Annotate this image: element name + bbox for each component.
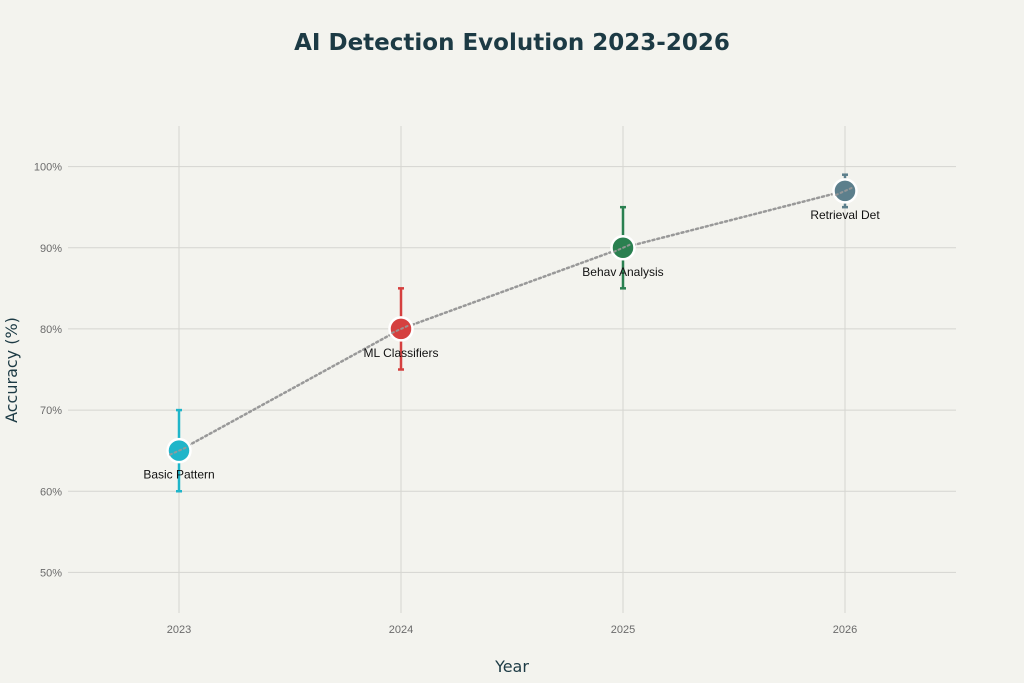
trend-line-segment	[169, 445, 189, 456]
y-tick-label: 100%	[34, 162, 62, 174]
data-point-label: Basic Pattern	[143, 468, 214, 482]
y-axis-ticks: 50% 60% 70% 80% 90% 100%	[34, 162, 62, 580]
x-axis-title: Year	[494, 657, 529, 676]
y-tick-label: 90%	[40, 243, 62, 255]
x-tick-label: 2026	[833, 624, 857, 636]
x-axis-ticks: 2023 2024 2025 2026	[167, 624, 857, 636]
data-point-group: Behav Analysis	[582, 205, 664, 290]
x-tick-label: 2024	[389, 624, 413, 636]
trend-line-layer	[177, 189, 847, 452]
data-point-label: ML Classifiers	[364, 346, 439, 360]
trend-line-segment	[835, 185, 855, 196]
x-tick-label: 2025	[611, 624, 635, 636]
y-tick-label: 80%	[40, 324, 62, 336]
data-points: Basic Pattern ML Classifiers Behav Analysi…	[143, 173, 880, 493]
data-point-label: Retrieval Det	[810, 208, 880, 222]
data-point-group: Basic Pattern	[143, 408, 215, 493]
chart-title: AI Detection Evolution 2023-2026	[294, 30, 730, 56]
y-tick-label: 60%	[40, 486, 62, 498]
trend-line	[177, 189, 847, 452]
trend-line-segment	[613, 242, 633, 253]
y-tick-label: 70%	[40, 405, 62, 417]
y-axis-title: Accuracy (%)	[2, 317, 21, 423]
trend-line-segment	[391, 323, 411, 334]
data-point-group: Retrieval Det	[810, 173, 880, 222]
data-point-label: Behav Analysis	[582, 265, 663, 279]
gridlines	[68, 126, 956, 613]
data-point-group: ML Classifiers	[364, 287, 439, 371]
x-tick-label: 2023	[167, 624, 191, 636]
y-tick-label: 50%	[40, 567, 62, 579]
